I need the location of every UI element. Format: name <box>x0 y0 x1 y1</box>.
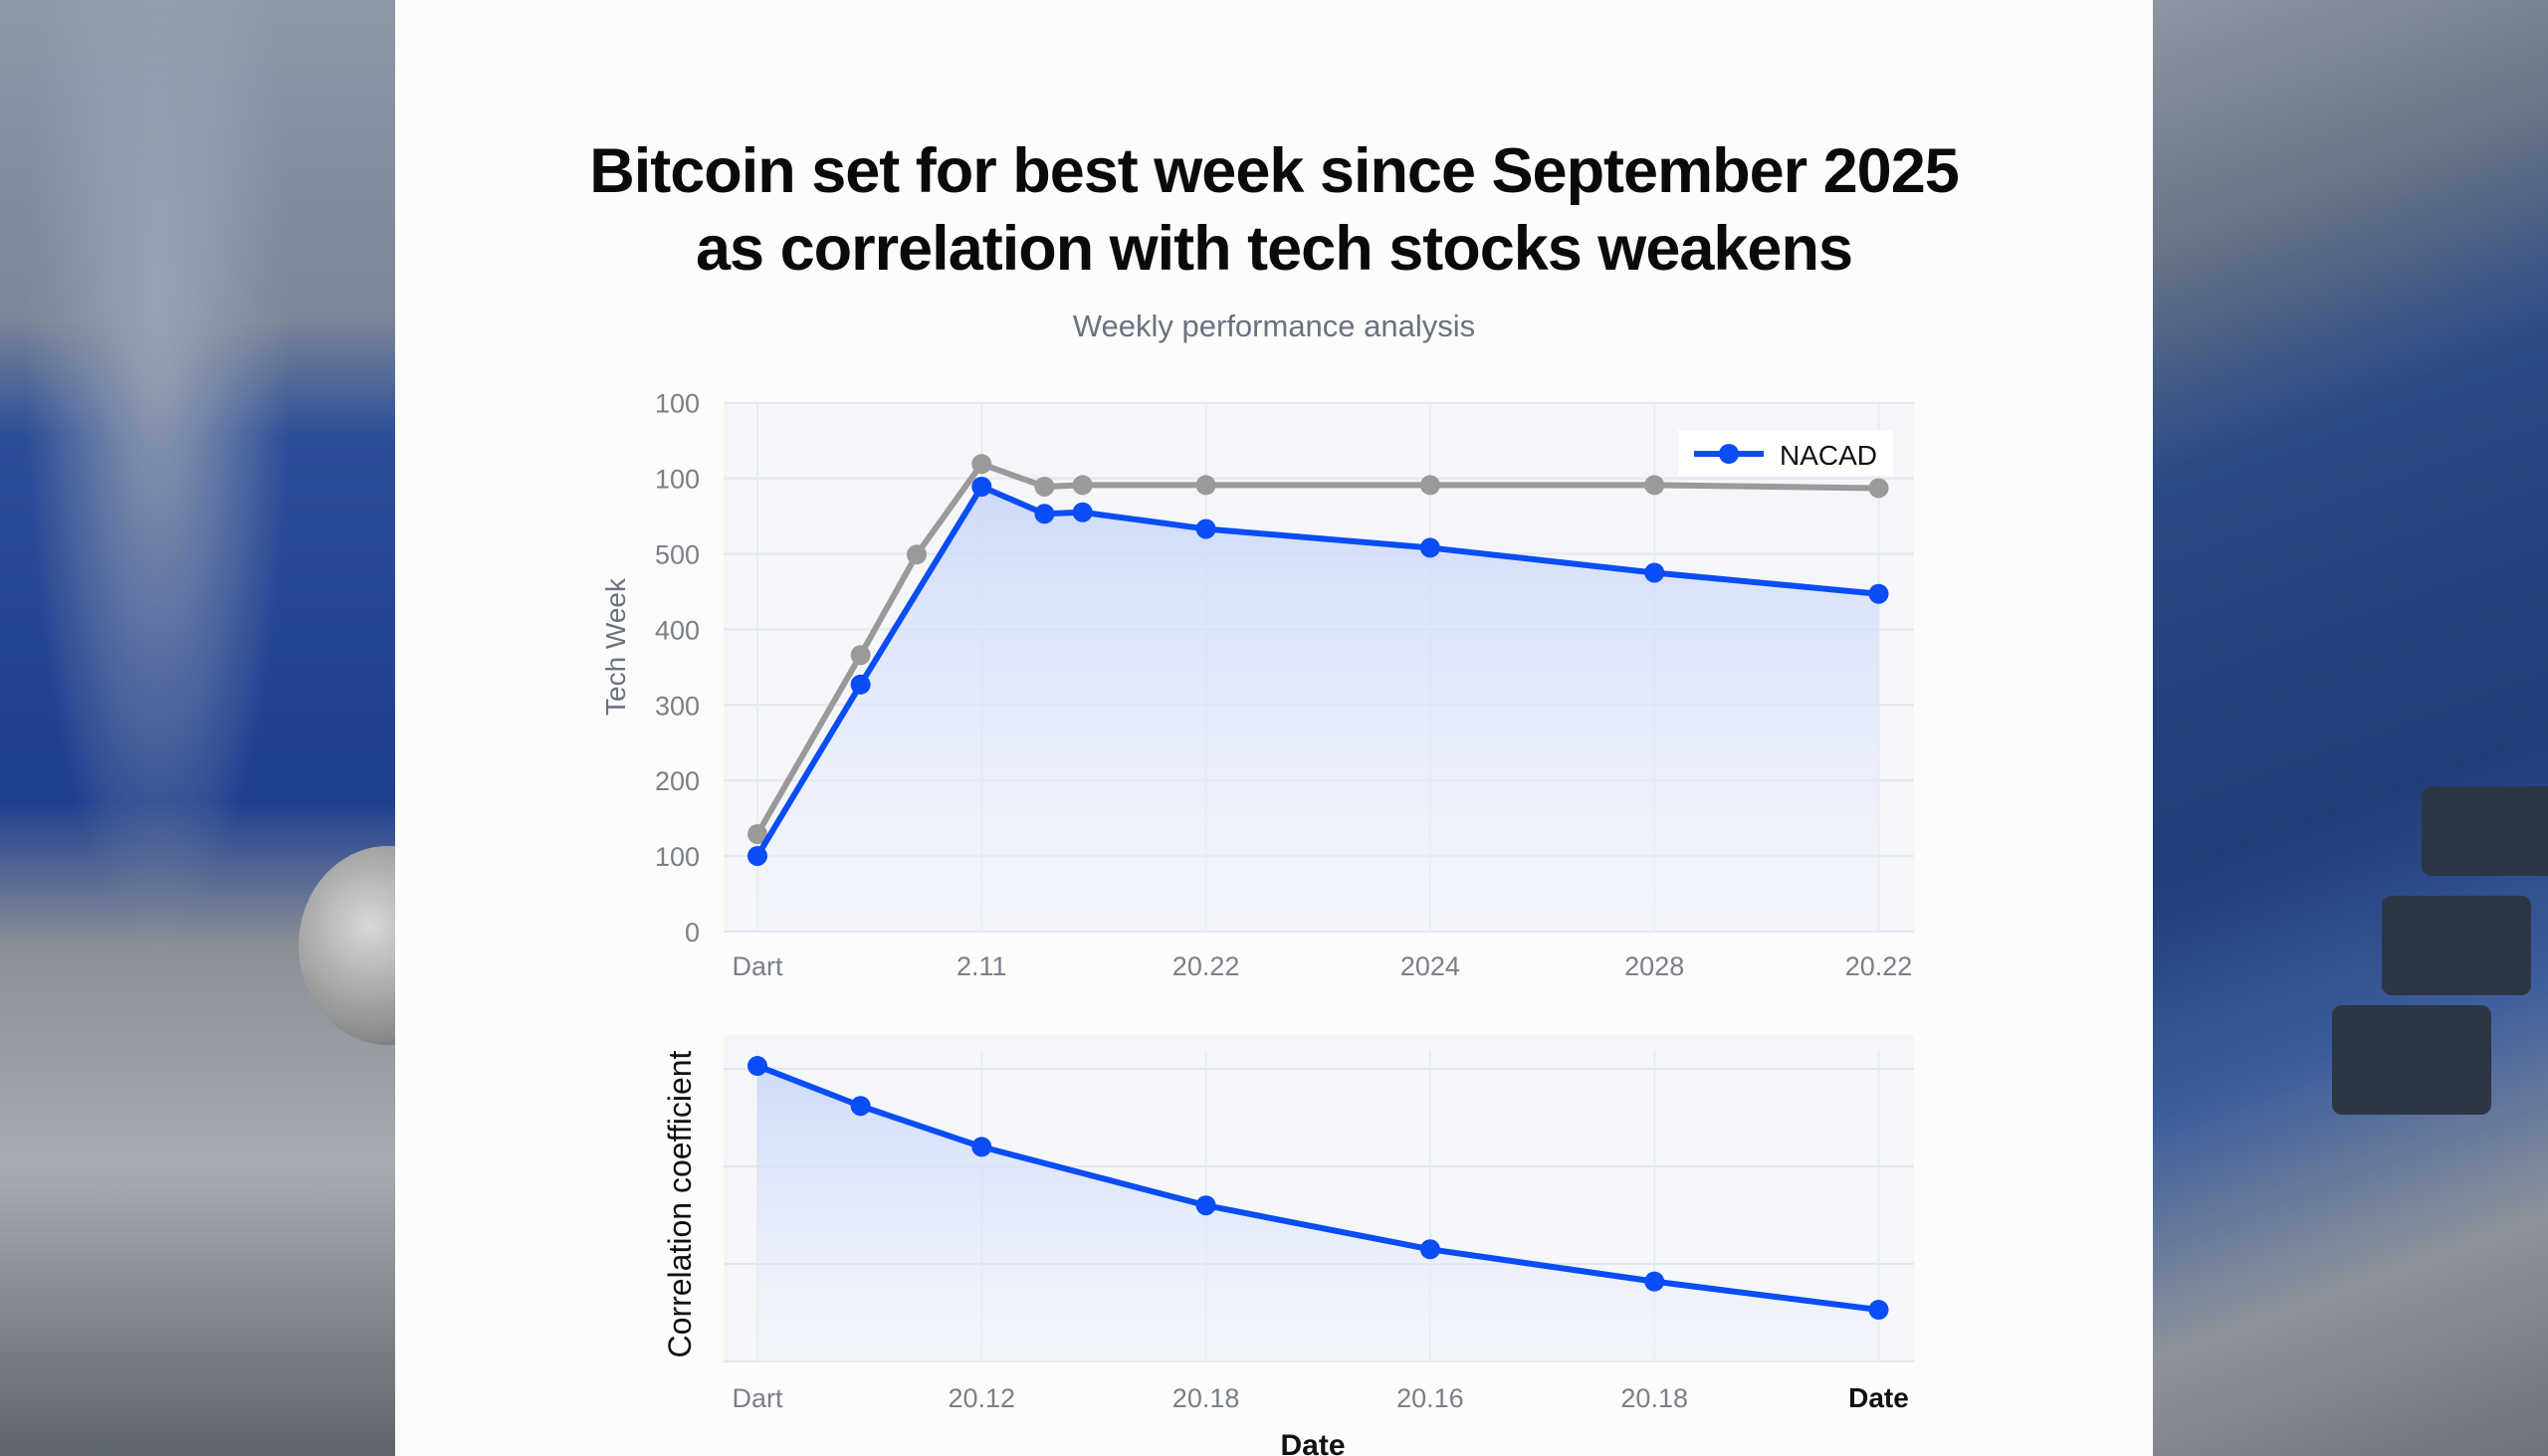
top-y-tick-label: 500 <box>655 540 700 570</box>
top-y-tick-label: 300 <box>655 691 700 721</box>
top-y-axis-label: Tech Week <box>600 577 631 716</box>
nacad-data-point <box>1034 504 1055 524</box>
legend-label-nacad: NACAD <box>1780 440 1877 471</box>
gray-data-point <box>850 645 871 666</box>
legend-swatch-marker <box>1719 444 1739 464</box>
gray-data-point <box>1419 475 1440 496</box>
top-y-tick-label: 100 <box>655 842 700 872</box>
bottom-x-tick-label: 20.18 <box>1620 1383 1688 1413</box>
nacad-data-point <box>850 674 871 695</box>
bottom-area-fill <box>757 1066 1879 1361</box>
bottom-y-axis-label: Correlation coefficient <box>662 1050 698 1357</box>
nacad-data-point <box>1195 519 1216 539</box>
nacad-data-point <box>971 476 992 497</box>
keyboard-key <box>2382 896 2531 995</box>
top-x-tick-label: 2028 <box>1624 951 1684 981</box>
top-x-tick-label: 20.22 <box>1172 951 1240 981</box>
nacad-data-point <box>1868 583 1889 604</box>
gray-data-point <box>1868 478 1889 499</box>
keyboard-key <box>2422 786 2548 876</box>
top-y-tick-label: 100 <box>655 389 700 419</box>
top-x-tick-label: Dart <box>732 951 783 981</box>
top-y-tick-label: 200 <box>655 766 700 796</box>
gray-data-point <box>1195 475 1216 496</box>
bottom-x-axis-label: Date <box>1280 1429 1345 1456</box>
nacad-data-point <box>1644 562 1665 583</box>
correlation-data-point <box>1644 1271 1665 1292</box>
nacad-data-point <box>747 846 767 867</box>
background-photo-right <box>2153 0 2548 1456</box>
chart-title-line-1: Bitcoin set for best week since Septembe… <box>589 136 1960 206</box>
top-y-tick-label: 400 <box>655 615 700 645</box>
gray-data-point <box>971 454 992 475</box>
gray-data-point <box>1644 475 1665 496</box>
top-area-fill <box>757 486 1879 932</box>
bottom-x-tick-label: Dart <box>732 1383 783 1413</box>
gray-data-point <box>906 544 927 565</box>
top-x-tick-label: 2024 <box>1400 951 1460 981</box>
bottom-x-tick-label: 20.12 <box>949 1383 1016 1413</box>
chart-subtitle: Weekly performance analysis <box>1072 309 1476 343</box>
correlation-data-point <box>971 1137 992 1157</box>
correlation-data-point <box>1868 1300 1889 1321</box>
top-y-tick-label: 100 <box>655 465 700 495</box>
chart-title-line-2: as correlation with tech stocks weakens <box>696 214 1853 284</box>
background-photo-left <box>0 0 395 1456</box>
legend: NACAD <box>1678 430 1893 476</box>
top-y-tick-label: 0 <box>685 918 700 947</box>
nacad-data-point <box>1072 502 1093 522</box>
gray-data-point <box>747 824 767 845</box>
top-x-tick-label: 20.22 <box>1845 951 1913 981</box>
gray-data-point <box>1034 476 1055 497</box>
bottom-x-tick-label: Date <box>1848 1382 1909 1413</box>
bottom-x-tick-label: 20.16 <box>1396 1383 1464 1413</box>
correlation-data-point <box>1195 1195 1216 1216</box>
bottom-x-tick-label: 20.18 <box>1172 1383 1240 1413</box>
gray-series-line <box>754 461 1879 836</box>
keyboard-key <box>2332 1005 2491 1115</box>
correlation-data-point <box>850 1096 871 1117</box>
correlation-data-point <box>747 1056 767 1077</box>
nacad-data-point <box>1419 537 1440 558</box>
top-x-tick-label: 2.11 <box>956 951 1007 981</box>
gray-data-point <box>1072 475 1093 496</box>
correlation-data-point <box>1419 1239 1440 1260</box>
